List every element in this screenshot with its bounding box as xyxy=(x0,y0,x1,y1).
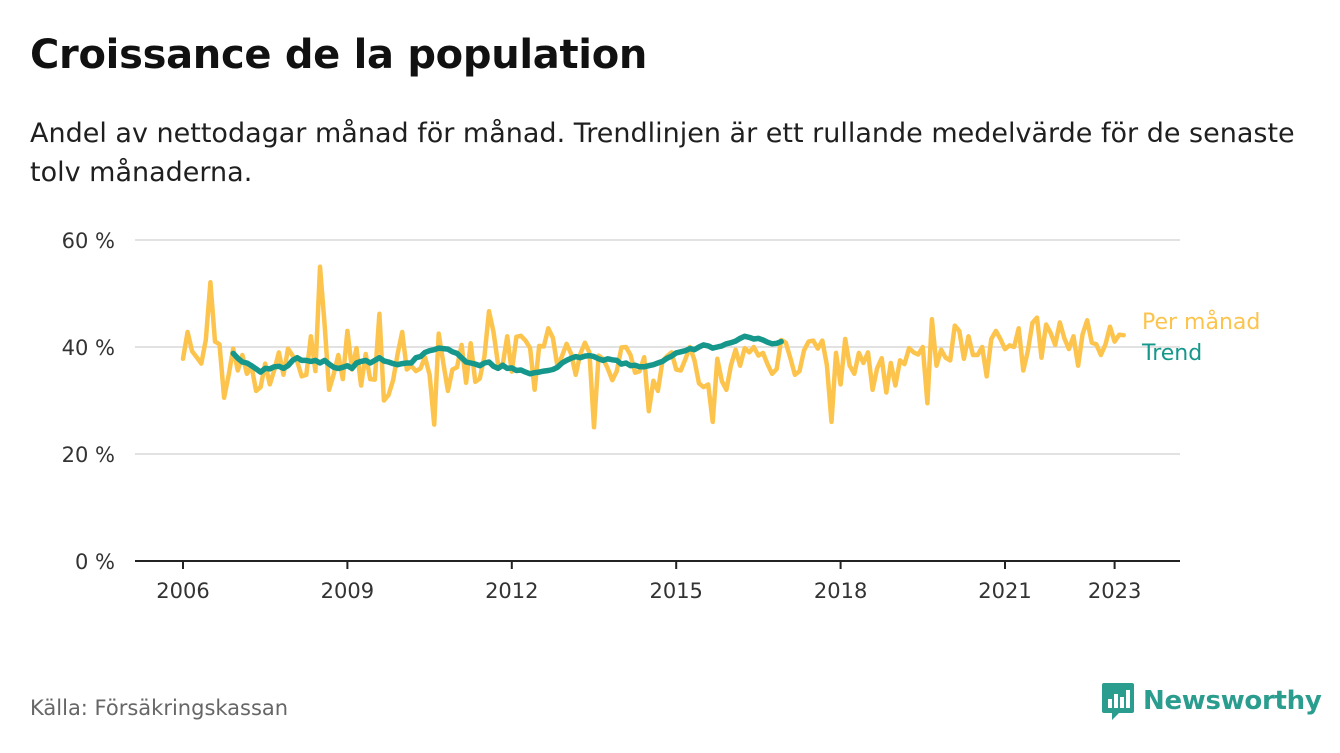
series-lines xyxy=(180,264,1126,430)
x-tick-label: 2018 xyxy=(814,579,867,603)
x-tick-label: 2021 xyxy=(978,579,1031,603)
y-tick-label: 40 % xyxy=(62,336,115,360)
series-label-trend: Trend xyxy=(1141,341,1202,366)
grid-lines xyxy=(135,239,1180,455)
series-line-monthly xyxy=(180,264,1126,430)
series-line-trend xyxy=(230,333,784,377)
newsworthy-logo-icon xyxy=(1102,683,1134,720)
x-axis-labels: 2006 2009 2012 2015 2018 2021 2023 xyxy=(156,579,1141,603)
y-tick-label: 60 % xyxy=(62,229,115,253)
y-tick-label: 0 % xyxy=(75,550,115,574)
chart-title: Croissance de la population xyxy=(30,32,648,78)
x-axis xyxy=(135,560,1180,569)
brand-logo[interactable]: Newsworthy xyxy=(1101,681,1322,721)
x-tick-label: 2006 xyxy=(156,579,209,603)
x-tick-label: 2012 xyxy=(485,579,538,603)
x-tick-label: 2015 xyxy=(649,579,702,603)
x-tick-label: 2023 xyxy=(1088,579,1141,603)
brand-name: Newsworthy xyxy=(1143,686,1322,716)
y-tick-label: 20 % xyxy=(62,443,115,467)
y-axis-labels: 0 % 20 % 40 % 60 % xyxy=(62,229,115,574)
series-label-monthly: Per månad xyxy=(1142,309,1260,335)
x-tick-label: 2009 xyxy=(321,579,374,603)
series-labels: Per månad Trend xyxy=(1141,309,1260,366)
chart-subtitle: Andel av nettodagar månad för månad. Tre… xyxy=(30,118,1295,188)
source-note: Källa: Försäkringskassan xyxy=(30,696,289,720)
